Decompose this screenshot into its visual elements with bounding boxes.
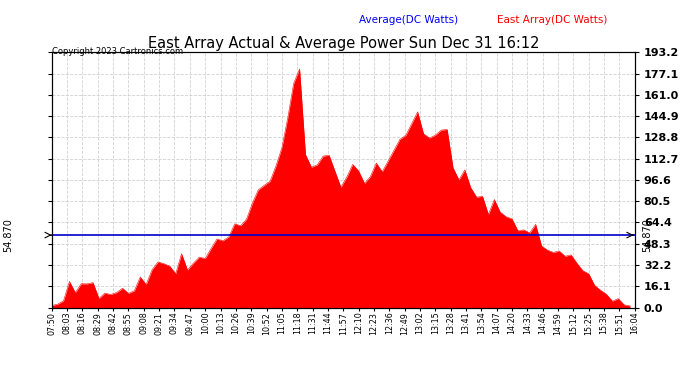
Text: 54.870: 54.870 <box>3 218 13 252</box>
Title: East Array Actual & Average Power Sun Dec 31 16:12: East Array Actual & Average Power Sun De… <box>148 36 539 51</box>
Text: Average(DC Watts): Average(DC Watts) <box>359 15 458 25</box>
Text: Copyright 2023 Cartronics.com: Copyright 2023 Cartronics.com <box>52 47 183 56</box>
Text: East Array(DC Watts): East Array(DC Watts) <box>497 15 607 25</box>
Text: 54.870: 54.870 <box>642 218 652 252</box>
